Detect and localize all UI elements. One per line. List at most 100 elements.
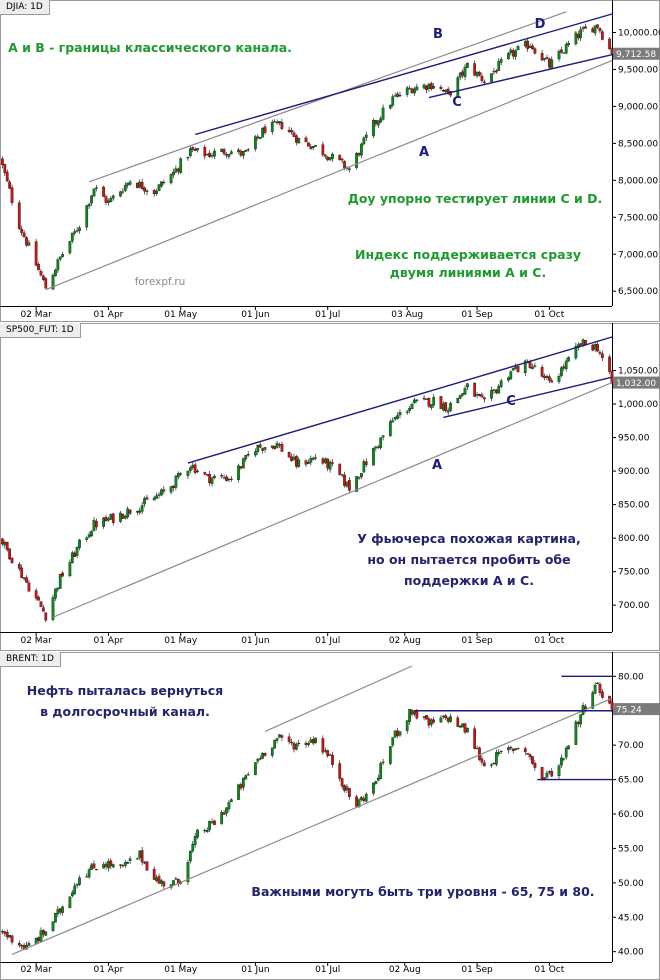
candle-body — [461, 393, 464, 396]
candle-body — [280, 735, 284, 738]
candle-body — [364, 461, 368, 465]
candle-body — [229, 799, 233, 803]
candle-body — [372, 448, 375, 466]
candle-body — [121, 191, 125, 193]
x-tick-label: 02 Aug — [389, 636, 421, 646]
x-tick-label: 01 Oct — [534, 636, 564, 646]
chart-panel-sp500: 1,050.00 1,000.00 950.00 900.00 850.00 800.00… — [0, 323, 660, 651]
candle-body — [323, 750, 327, 752]
candle-body — [338, 463, 342, 475]
candle-body — [340, 778, 344, 787]
y-tick-label: 9,000.00 — [618, 102, 658, 112]
candle-body — [422, 84, 426, 89]
candle-body — [95, 869, 98, 871]
candle-body — [73, 885, 77, 894]
candle-body — [68, 241, 72, 254]
candle-body — [90, 531, 93, 537]
candle-body — [273, 121, 277, 123]
candle-body — [531, 366, 534, 369]
candle-body — [140, 850, 144, 863]
candle-body — [109, 198, 113, 202]
candle-body — [528, 45, 532, 49]
annotation-text: Доу упорно тестирует линии C и D. — [348, 191, 603, 206]
x-tick-label: 02 Mar — [20, 310, 52, 320]
candle-body — [295, 135, 298, 143]
candle-body — [458, 395, 462, 399]
candle-body — [278, 444, 281, 446]
candle-body — [297, 742, 301, 745]
candle-body — [193, 836, 197, 846]
candle-body — [157, 494, 161, 496]
candle-body — [432, 719, 436, 723]
candle-body — [408, 88, 411, 90]
candle-body — [593, 344, 597, 350]
candle-body — [567, 43, 570, 46]
candle-body — [87, 204, 91, 207]
candle-body — [591, 344, 595, 351]
candle-body — [87, 534, 91, 538]
candle-body — [290, 130, 293, 133]
candle-body — [169, 174, 173, 184]
candle-body — [275, 738, 279, 741]
candle-body — [355, 476, 358, 492]
candle-body — [427, 84, 431, 89]
candle-body — [456, 717, 460, 727]
candle-body — [492, 70, 496, 73]
candle-body — [138, 510, 142, 513]
candle-body — [227, 478, 231, 481]
candle-body — [188, 467, 192, 471]
candle-body — [5, 932, 9, 938]
candle-body — [545, 57, 549, 59]
candle-body — [37, 264, 40, 271]
candle-body — [579, 343, 583, 346]
candle-body — [514, 748, 517, 751]
line-label: A — [419, 145, 429, 160]
candle-body — [494, 70, 498, 73]
candle-body — [22, 577, 26, 579]
candle-body — [413, 711, 416, 715]
candle-body — [456, 77, 460, 97]
candle-body — [388, 746, 392, 764]
candle-body — [256, 444, 260, 452]
candle-body — [598, 684, 602, 693]
candle-body — [323, 154, 327, 157]
candle-body — [263, 126, 267, 133]
candle-body — [410, 88, 414, 94]
y-tick-label: 900.00 — [618, 467, 650, 477]
candle-body — [61, 254, 64, 257]
annotation-text: Нефть пыталась вернуться — [27, 683, 223, 698]
candle-body — [3, 931, 7, 934]
candle-body — [429, 719, 433, 725]
candle-body — [507, 52, 510, 60]
candle-body — [507, 747, 510, 751]
candle-body — [596, 344, 599, 352]
candle-body — [222, 477, 226, 479]
candle-body — [601, 31, 604, 40]
annotation-text: но он пытается пробить обе — [367, 552, 570, 567]
candle-body — [10, 557, 14, 563]
candle-body — [372, 782, 375, 794]
candle-body — [596, 24, 599, 28]
candle-body — [261, 448, 264, 451]
candle-body — [560, 757, 563, 766]
candle-body — [27, 943, 31, 946]
candle-body — [191, 147, 195, 150]
candle-body — [480, 758, 484, 763]
candle-body — [196, 829, 199, 838]
last-value-label: 75.24 — [616, 706, 642, 716]
candle-body — [494, 752, 498, 765]
annotation-text: поддержки А и С. — [404, 573, 534, 588]
candle-body — [304, 742, 308, 745]
candle-body — [466, 383, 469, 388]
last-value-label: 9,712.58 — [616, 50, 656, 60]
candle-body — [381, 107, 385, 120]
y-tick-label: 65.00 — [618, 776, 644, 786]
candle-body — [514, 366, 517, 369]
candle-body — [8, 934, 11, 938]
candle-body — [246, 774, 250, 776]
candle-body — [526, 753, 530, 755]
candle-body — [444, 402, 448, 411]
candle-body — [208, 474, 211, 484]
candle-body — [229, 478, 233, 480]
candle-body — [186, 157, 190, 159]
